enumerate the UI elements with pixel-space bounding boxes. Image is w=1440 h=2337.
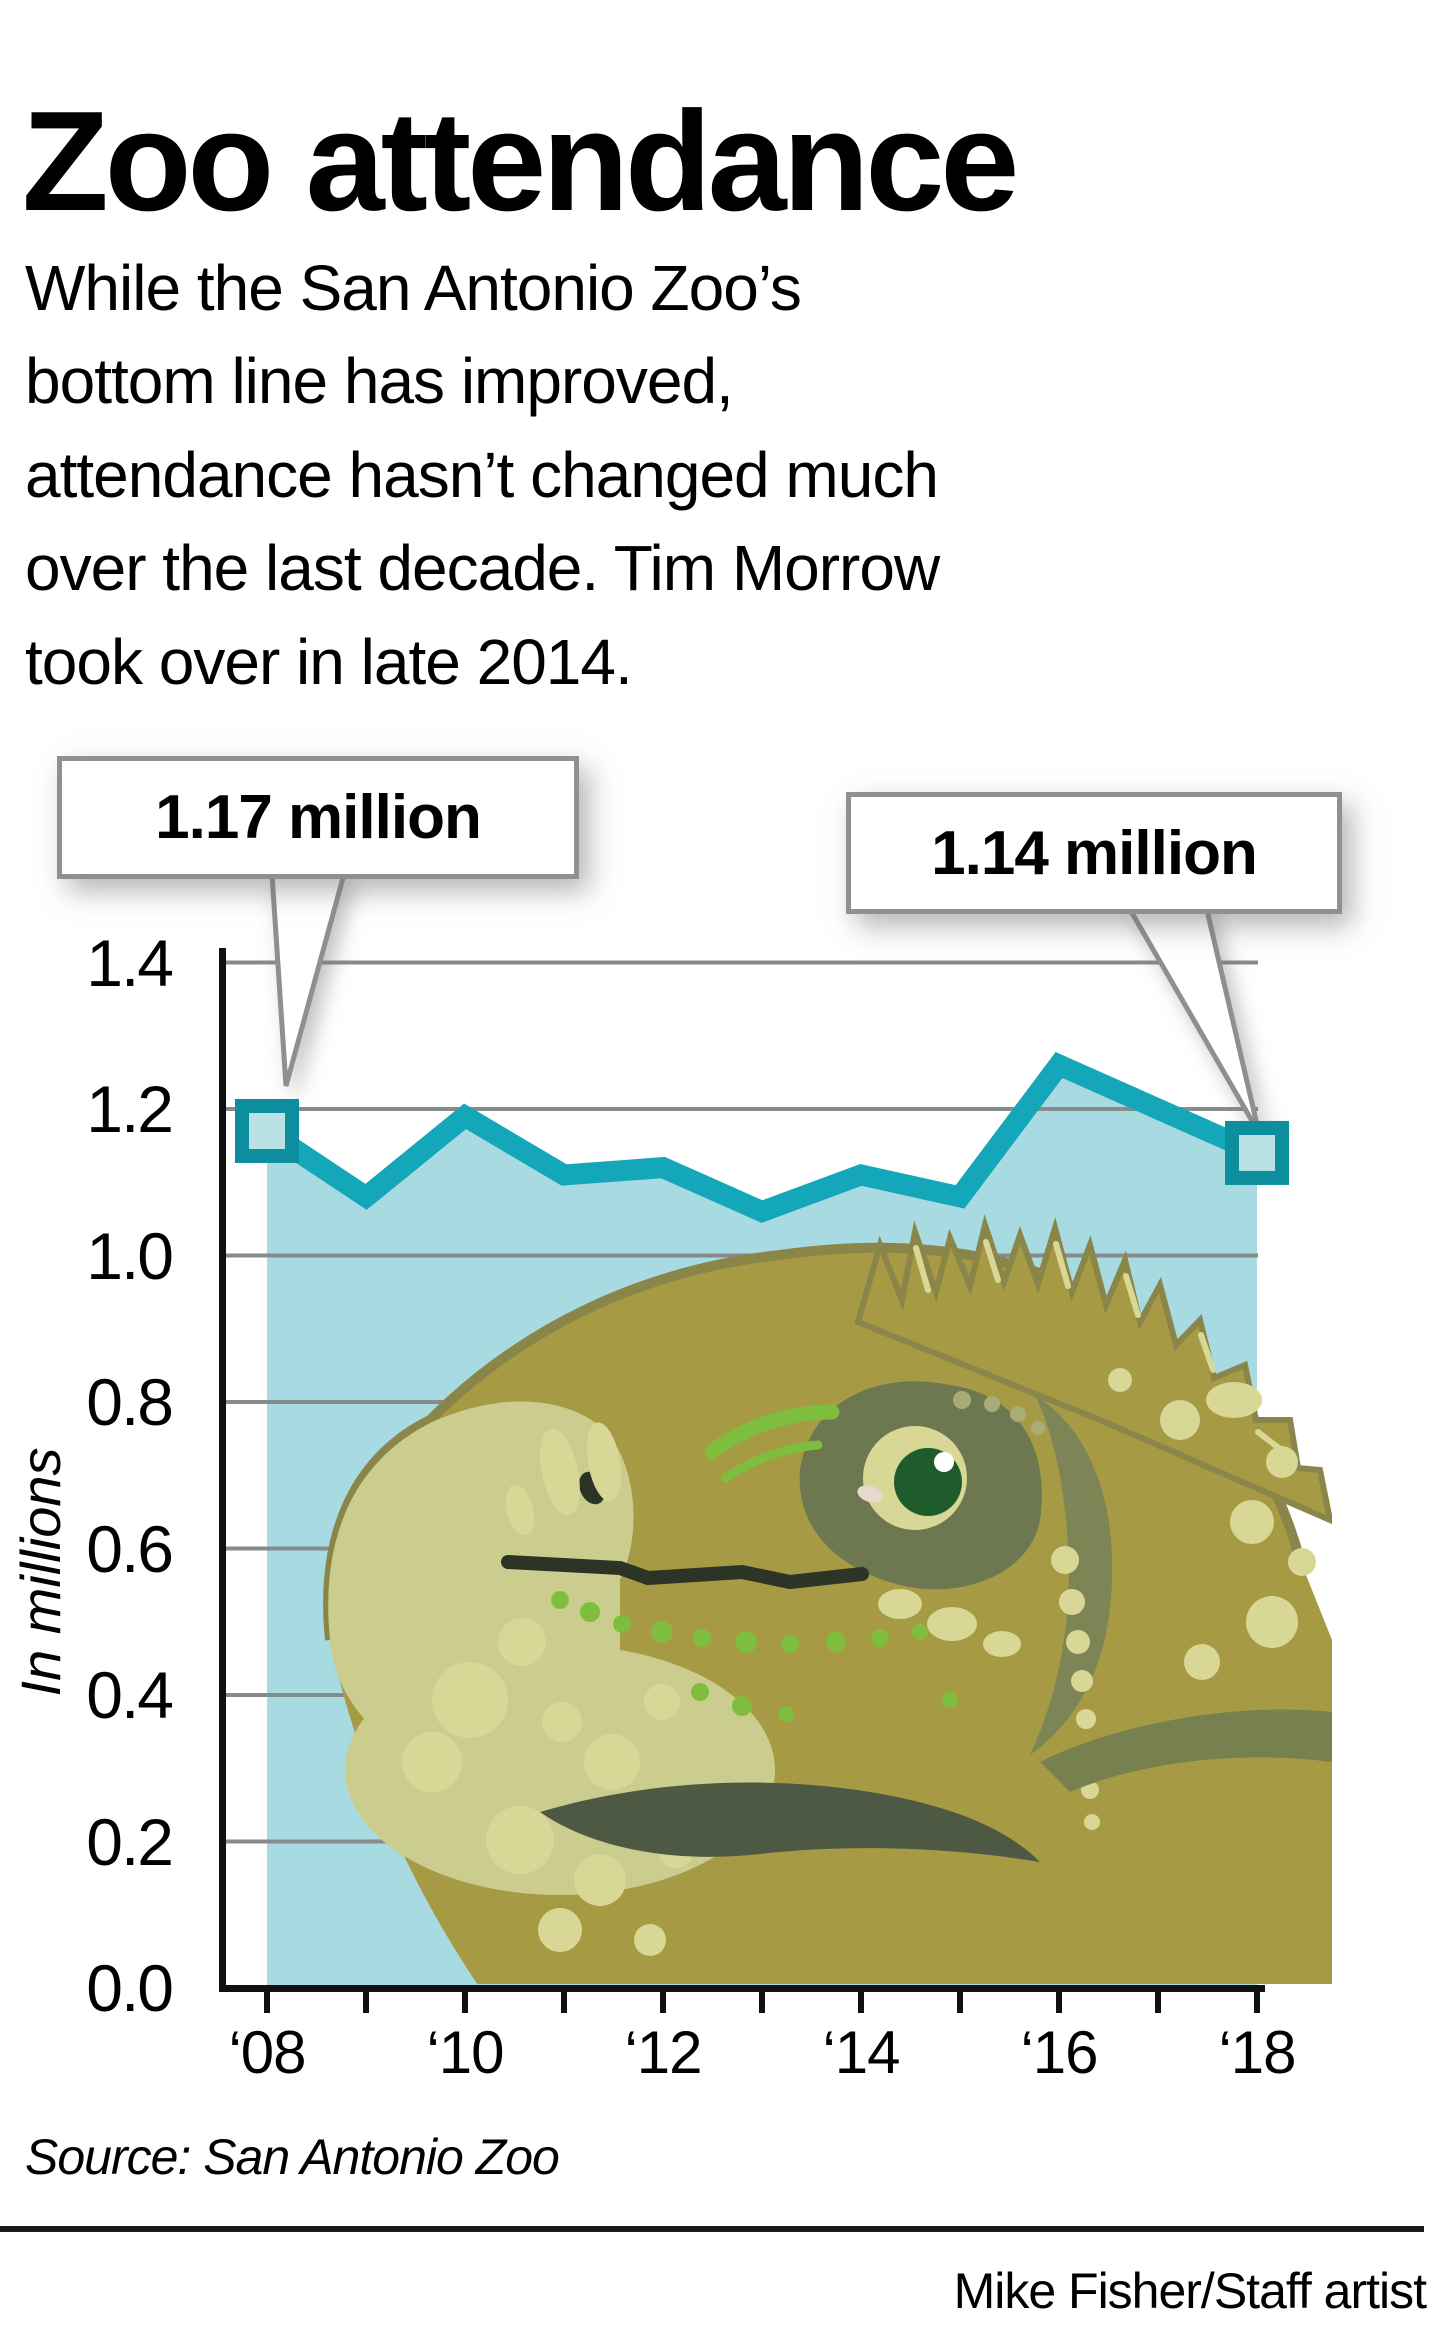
y-tick-0-8: 0.8 (86, 1365, 174, 1439)
x-tick-08: ‘08 (228, 2019, 306, 2086)
callout-1-14-million: 1.14 million (846, 792, 1342, 914)
callout-label: 1.17 million (155, 783, 482, 852)
callout-1-17-million: 1.17 million (57, 756, 579, 879)
x-axis-ticks (264, 1985, 1260, 2013)
y-tick-1-0: 1.0 (86, 1218, 174, 1293)
callout-label: 1.14 million (931, 818, 1258, 888)
x-tick-18: ‘18 (1218, 2019, 1296, 2086)
y-axis-line (219, 948, 226, 1992)
x-tick-12: ‘12 (624, 2019, 702, 2086)
y-tick-0-4: 0.4 (86, 1658, 174, 1732)
intro-text: While the San Antonio Zoo’s bottom line … (25, 252, 940, 698)
page-title: Zoo attendance (22, 82, 1019, 242)
x-axis-line (219, 1985, 1265, 1992)
artist-credit: Mike Fisher/Staff artist (953, 2263, 1427, 2319)
x-tick-14: ‘14 (822, 2019, 900, 2086)
y-tick-0-0: 0.0 (86, 1951, 174, 2025)
iguana-illustration (323, 1214, 1332, 1984)
source-line: Source: San Antonio Zoo (25, 2129, 560, 2185)
x-tick-10: ‘10 (426, 2019, 504, 2086)
y-tick-1-2: 1.2 (86, 1072, 174, 1146)
y-axis-title: In millions (9, 1447, 72, 1697)
y-tick-0-2: 0.2 (86, 1804, 174, 1879)
y-tick-0-6: 0.6 (86, 1511, 174, 1586)
marker-2008 (235, 1098, 299, 1163)
divider-rule (0, 2226, 1424, 2232)
marker-2018 (1225, 1120, 1289, 1185)
attendance-line (261, 1052, 1262, 1223)
callout-tail-first (269, 871, 348, 1087)
y-tick-1-4: 1.4 (86, 925, 174, 1000)
x-tick-16: ‘16 (1020, 2019, 1098, 2086)
